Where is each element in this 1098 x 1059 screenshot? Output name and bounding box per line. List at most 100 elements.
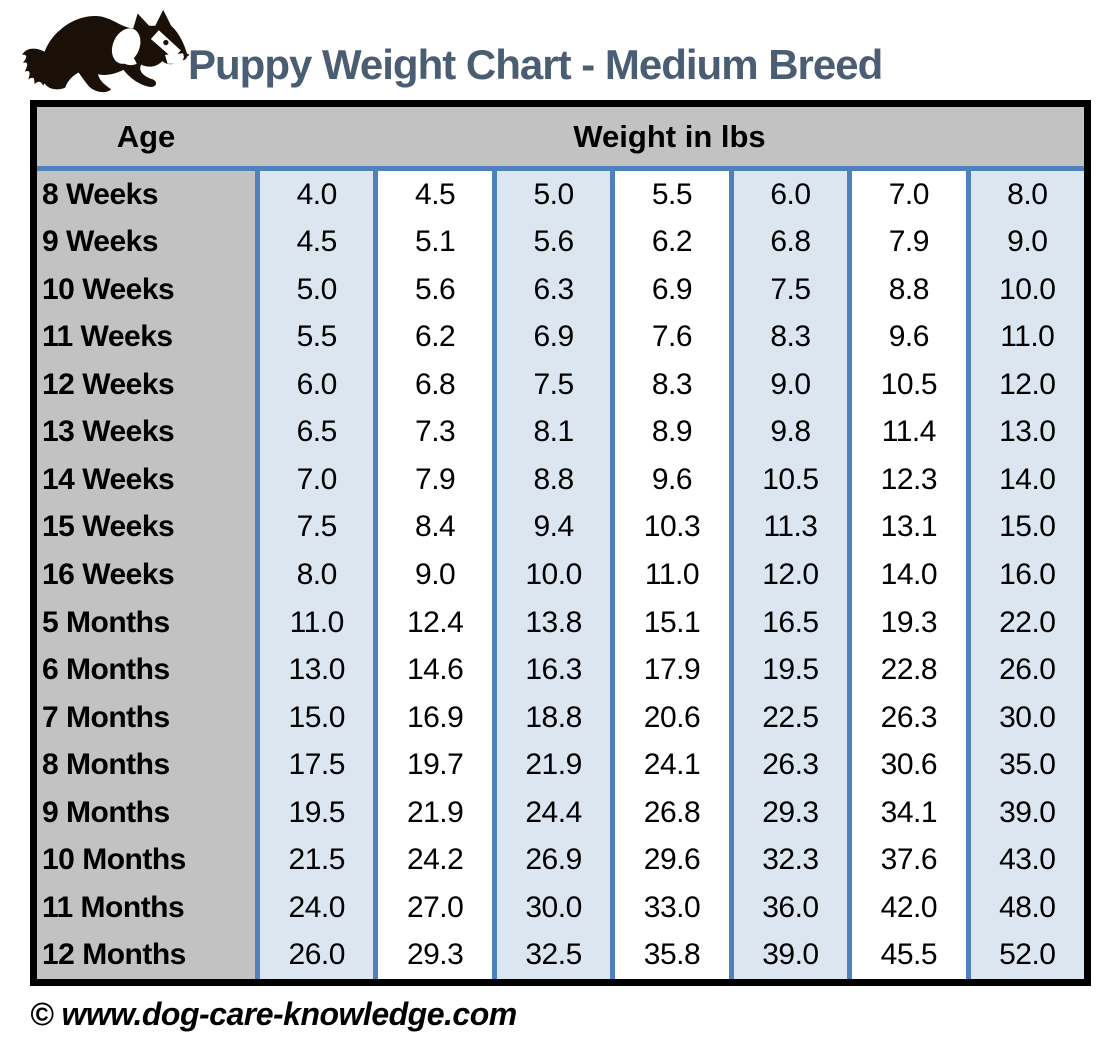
table-row: 8 Months 17.5 19.7 21.9 24.1 26.3 30.6 35.0	[37, 741, 1084, 789]
table-row: 10 Months 21.5 24.2 26.9 29.6 32.3 37.6 43.0	[37, 836, 1084, 884]
weight-cell: 11.3	[728, 503, 848, 552]
weight-cell: 35.0	[965, 741, 1084, 789]
table-row: 11 Months 24.0 27.0 30.0 33.0 36.0 42.0 48.0	[37, 883, 1084, 932]
weight-cell: 6.0	[728, 171, 848, 219]
weight-cell: 43.0	[965, 836, 1084, 884]
weight-cell: 4.5	[373, 171, 492, 219]
weight-cell: 11.0	[610, 551, 729, 599]
weight-cell: 5.0	[491, 171, 611, 219]
weight-cell: 5.0	[255, 266, 374, 314]
weight-cell: 8.8	[491, 456, 611, 504]
weight-cell: 6.3	[491, 266, 611, 314]
weight-cell: 52.0	[965, 931, 1084, 980]
weight-cell: 11.0	[255, 598, 374, 647]
weight-cell: 22.0	[965, 598, 1084, 647]
page-title: Puppy Weight Chart - Medium Breed	[188, 41, 883, 88]
weight-cell: 9.4	[491, 503, 611, 552]
weight-cell: 4.5	[255, 218, 374, 267]
weight-cell: 42.0	[847, 883, 966, 932]
weight-cell: 29.3	[728, 788, 848, 837]
table-row: 13 Weeks 6.5 7.3 8.1 8.9 9.8 11.4 13.0	[37, 408, 1084, 457]
weight-cell: 7.5	[728, 266, 848, 314]
weight-cell: 32.5	[491, 931, 611, 980]
weight-cell: 34.1	[847, 788, 966, 837]
weight-cell: 5.5	[610, 171, 729, 219]
weight-cell: 32.3	[728, 836, 848, 884]
weight-cell: 7.5	[255, 503, 374, 552]
weight-cell: 5.6	[491, 218, 611, 267]
weight-cell: 7.0	[255, 456, 374, 504]
weight-cell: 26.0	[255, 931, 374, 980]
weight-cell: 5.5	[255, 313, 374, 362]
weight-cell: 12.4	[373, 598, 492, 647]
age-cell: 8 Months	[37, 741, 255, 789]
table-row: 9 Weeks 4.5 5.1 5.6 6.2 6.8 7.9 9.0	[37, 218, 1084, 267]
weight-cell: 13.8	[491, 598, 611, 647]
copyright-watermark: © www.dog-care-knowledge.com	[30, 996, 517, 1032]
weight-cell: 29.6	[610, 836, 729, 884]
weight-cell: 18.8	[491, 693, 611, 742]
weight-cell: 11.4	[847, 408, 966, 457]
weight-cell: 19.7	[373, 741, 492, 789]
weight-cell: 12.3	[847, 456, 966, 504]
age-cell: 13 Weeks	[37, 408, 255, 457]
weight-cell: 7.9	[373, 456, 492, 504]
weight-cell: 24.1	[610, 741, 729, 789]
weight-cell: 8.3	[610, 361, 729, 409]
weight-cell: 22.8	[847, 646, 966, 694]
weight-cell: 16.9	[373, 693, 492, 742]
weight-cell: 17.5	[255, 741, 374, 789]
weight-cell: 26.9	[491, 836, 611, 884]
table-row: 9 Months 19.5 21.9 24.4 26.8 29.3 34.1 39.0	[37, 788, 1084, 837]
weight-cell: 6.0	[255, 361, 374, 409]
table-row: 10 Weeks 5.0 5.6 6.3 6.9 7.5 8.8 10.0	[37, 266, 1084, 314]
age-cell: 12 Months	[37, 931, 255, 980]
age-cell: 11 Months	[37, 883, 255, 932]
weight-cell: 9.0	[373, 551, 492, 599]
age-cell: 11 Weeks	[37, 313, 255, 362]
weight-cell: 6.9	[491, 313, 611, 362]
weight-cell: 22.5	[728, 693, 848, 742]
weight-cell: 14.6	[373, 646, 492, 694]
weight-cell: 26.3	[847, 693, 966, 742]
weight-cell: 35.8	[610, 931, 729, 980]
age-cell: 10 Months	[37, 836, 255, 884]
weight-cell: 39.0	[728, 931, 848, 980]
weight-cell: 12.0	[965, 361, 1084, 409]
weight-cell: 21.9	[491, 741, 611, 789]
weight-cell: 9.0	[965, 218, 1084, 267]
age-cell: 9 Months	[37, 788, 255, 837]
weight-cell: 19.5	[255, 788, 374, 837]
weight-cell: 12.0	[728, 551, 848, 599]
weight-cell: 9.0	[728, 361, 848, 409]
weight-cell: 7.3	[373, 408, 492, 457]
weight-cell: 21.9	[373, 788, 492, 837]
weight-cell: 19.5	[728, 646, 848, 694]
age-cell: 12 Weeks	[37, 361, 255, 409]
weight-cell: 13.0	[965, 408, 1084, 457]
table-header-row: Age Weight in lbs	[37, 107, 1084, 171]
weight-cell: 17.9	[610, 646, 729, 694]
table-row: 12 Weeks 6.0 6.8 7.5 8.3 9.0 10.5 12.0	[37, 361, 1084, 409]
weight-cell: 10.3	[610, 503, 729, 552]
weight-cell: 6.8	[373, 361, 492, 409]
table-row: 12 Months 26.0 29.3 32.5 35.8 39.0 45.5 52.0	[37, 931, 1084, 980]
weight-cell: 24.0	[255, 883, 374, 932]
weight-cell: 30.0	[965, 693, 1084, 742]
age-cell: 16 Weeks	[37, 551, 255, 599]
border-collie-dog-icon	[22, 9, 190, 93]
puppy-weight-table: Age Weight in lbs 8 Weeks 4.0 4.5 5.0 5.5 6.0…	[30, 100, 1091, 986]
table-row: 5 Months 11.0 12.4 13.8 15.1 16.5 19.3 22.0	[37, 598, 1084, 647]
weight-cell: 8.3	[728, 313, 848, 362]
age-cell: 8 Weeks	[37, 171, 255, 219]
weight-cell: 8.0	[965, 171, 1084, 219]
weight-cell: 14.0	[965, 456, 1084, 504]
weight-cell: 14.0	[847, 551, 966, 599]
weight-cell: 30.6	[847, 741, 966, 789]
weight-cell: 20.6	[610, 693, 729, 742]
weight-cell: 10.0	[965, 266, 1084, 314]
weight-cell: 24.2	[373, 836, 492, 884]
table-row: 11 Weeks 5.5 6.2 6.9 7.6 8.3 9.6 11.0	[37, 313, 1084, 362]
weight-cell: 4.0	[255, 171, 374, 219]
age-cell: 15 Weeks	[37, 503, 255, 552]
